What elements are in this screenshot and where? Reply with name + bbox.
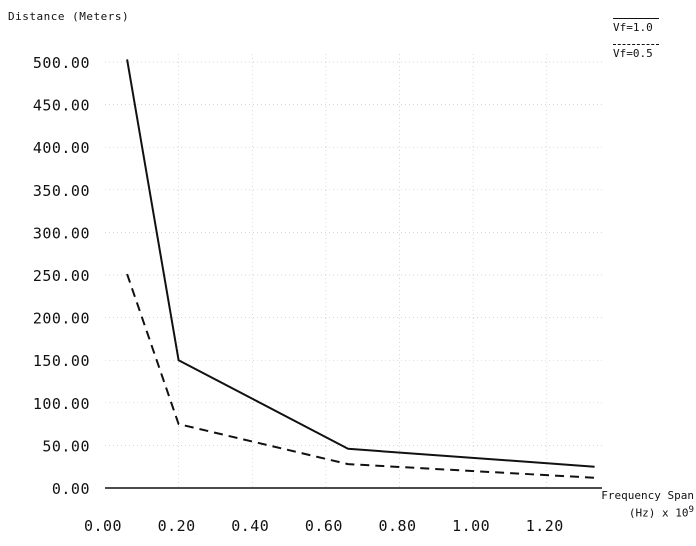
legend-item-vf1: Vf=1.0 (613, 18, 659, 34)
x-axis-label-line2: (Hz) x 109 (601, 503, 694, 521)
legend-item-vf05: Vf=0.5 (613, 44, 659, 60)
y-tick-label: 400.00 (33, 139, 90, 157)
y-tick-label: 0.00 (52, 480, 90, 498)
grid-lines (105, 54, 602, 488)
y-tick-labels: 0.00 50.00 100.00 150.00 200.00 250.00 300.00 3… (33, 54, 90, 498)
y-tick-label: 350.00 (33, 182, 90, 200)
y-tick-label: 450.00 (33, 97, 90, 115)
x-tick-label: 0.60 (305, 517, 343, 535)
legend-dashed-line (613, 44, 659, 45)
y-axis-label: Distance (Meters) (8, 10, 130, 23)
x-axis-label-unit: (Hz) x 10 (628, 506, 689, 520)
y-tick-label: 150.00 (33, 352, 90, 370)
x-tick-label: 0.80 (378, 517, 416, 535)
y-tick-label: 300.00 (33, 224, 90, 242)
x-tick-label: 0.40 (231, 517, 269, 535)
series-line-2 (126, 273, 595, 479)
y-tick-label: 200.00 (33, 310, 90, 328)
x-tick-label: 1.00 (452, 517, 490, 535)
y-tick-label: 100.00 (33, 395, 90, 413)
x-axis-label-line1: Frequency Span (601, 489, 694, 502)
y-tick-label: 250.00 (33, 267, 90, 285)
legend-solid-line (613, 18, 659, 19)
legend-label-vf1: Vf=1.0 (613, 21, 653, 34)
legend-label-vf05: Vf=0.5 (613, 47, 653, 60)
x-tick-label: 1.20 (526, 517, 564, 535)
x-tick-label: 0.20 (158, 517, 196, 535)
y-tick-label: 500.00 (33, 54, 90, 72)
series-line-1 (126, 59, 595, 468)
x-axis-label-exponent: 9 (688, 504, 694, 515)
x-tick-label: 0.00 (84, 517, 122, 535)
y-tick-label: 50.00 (42, 437, 90, 455)
x-axis-label: Frequency Span (Hz) x 109 (601, 489, 694, 521)
series-lines (126, 59, 595, 479)
x-tick-labels: 0.00 0.20 0.40 0.60 0.80 1.00 1.20 (84, 517, 564, 535)
